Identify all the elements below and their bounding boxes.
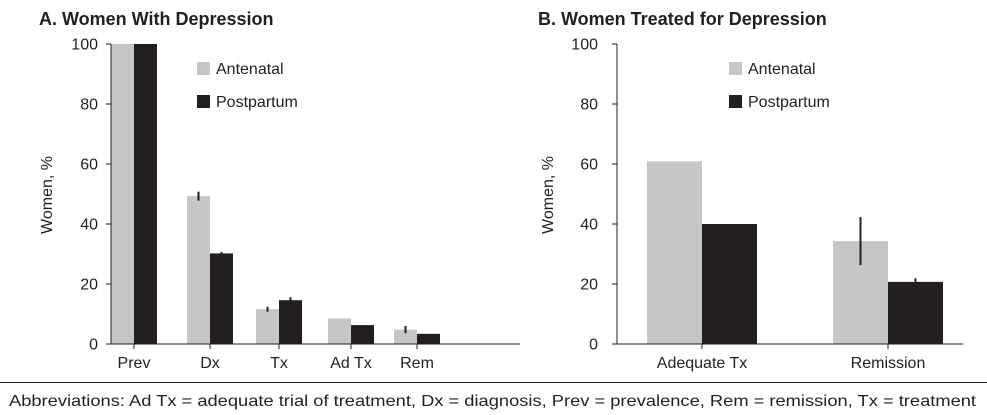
- panel-b-title: B. Women Treated for Depression: [538, 9, 827, 29]
- bar-postpartum-adequate-tx: [702, 224, 757, 344]
- bar-postpartum-tx: [279, 300, 302, 344]
- category-label-prev: Prev: [118, 355, 151, 372]
- y-tick-label-40: 40: [580, 217, 598, 234]
- bar-antenatal-ad-tx: [328, 318, 351, 344]
- panel-b-bars: [647, 161, 943, 344]
- bar-antenatal-dx: [187, 196, 210, 344]
- category-label-dx: Dx: [200, 355, 220, 372]
- category-label-adequate-tx: Adequate Tx: [657, 355, 747, 372]
- category-label-rem: Rem: [400, 355, 434, 372]
- bar-postpartum-rem: [417, 333, 440, 344]
- y-tick-label-80: 80: [80, 97, 98, 114]
- legend-swatch-postpartum: [197, 95, 210, 108]
- panel-a-axes: [110, 44, 520, 349]
- bar-postpartum-dx: [210, 253, 233, 344]
- y-tick-label-80: 80: [580, 97, 598, 114]
- y-tick-label-40: 40: [80, 217, 98, 234]
- legend-label-antenatal: Antenatal: [748, 61, 816, 78]
- y-tick-label-0: 0: [589, 337, 598, 354]
- legend-label-postpartum: Postpartum: [748, 94, 830, 111]
- y-tick-label-20: 20: [580, 277, 598, 294]
- legend-swatch-antenatal: [197, 62, 210, 75]
- abbreviations-footnote: Abbreviations: Ad Tx = adequate trial of…: [9, 393, 977, 410]
- panel-a-category-labels: Prev Dx Tx Ad Tx Rem: [118, 355, 434, 372]
- panel-b-y-axis-label: Women, %: [540, 156, 557, 234]
- bar-antenatal-prev: [111, 44, 134, 344]
- y-tick-label-20: 20: [80, 277, 98, 294]
- legend-label-antenatal: Antenatal: [216, 61, 284, 78]
- panel-b-legend: Antenatal Postpartum: [729, 61, 830, 111]
- bar-postpartum-ad-tx: [351, 325, 374, 344]
- panel-a-bars: [111, 44, 440, 344]
- y-tick-label-100: 100: [571, 37, 598, 54]
- category-label-tx: Tx: [270, 355, 288, 372]
- bar-antenatal-adequate-tx: [647, 161, 702, 344]
- y-tick-label-60: 60: [80, 157, 98, 174]
- y-tick-label-60: 60: [580, 157, 598, 174]
- bar-postpartum-prev: [134, 44, 157, 344]
- panel-a-y-ticks: 0 20 40 60 80 100: [71, 37, 111, 354]
- panel-b: B. Women Treated for Depression Women, %…: [538, 9, 963, 372]
- panel-b-category-labels: Adequate Tx Remission: [657, 355, 926, 372]
- legend-swatch-postpartum: [729, 95, 742, 108]
- y-tick-label-100: 100: [71, 37, 98, 54]
- panel-b-axes: [616, 44, 963, 349]
- panel-a-title: A. Women With Depression: [39, 9, 274, 29]
- legend-label-postpartum: Postpartum: [216, 94, 298, 111]
- bar-antenatal-tx: [256, 309, 279, 344]
- category-label-ad-tx: Ad Tx: [330, 355, 372, 372]
- panel-a-legend: Antenatal Postpartum: [197, 61, 298, 111]
- panel-a-y-axis-label: Women, %: [39, 156, 56, 234]
- bar-postpartum-remission: [888, 281, 943, 344]
- bar-antenatal-rem: [394, 329, 417, 344]
- panel-a: A. Women With Depression Women, % 0 20 40 6…: [39, 9, 520, 372]
- panel-b-y-ticks: 0 20 40 60 80 100: [571, 37, 617, 354]
- category-label-remission: Remission: [851, 355, 926, 372]
- legend-swatch-antenatal: [729, 62, 742, 75]
- y-tick-label-0: 0: [89, 337, 98, 354]
